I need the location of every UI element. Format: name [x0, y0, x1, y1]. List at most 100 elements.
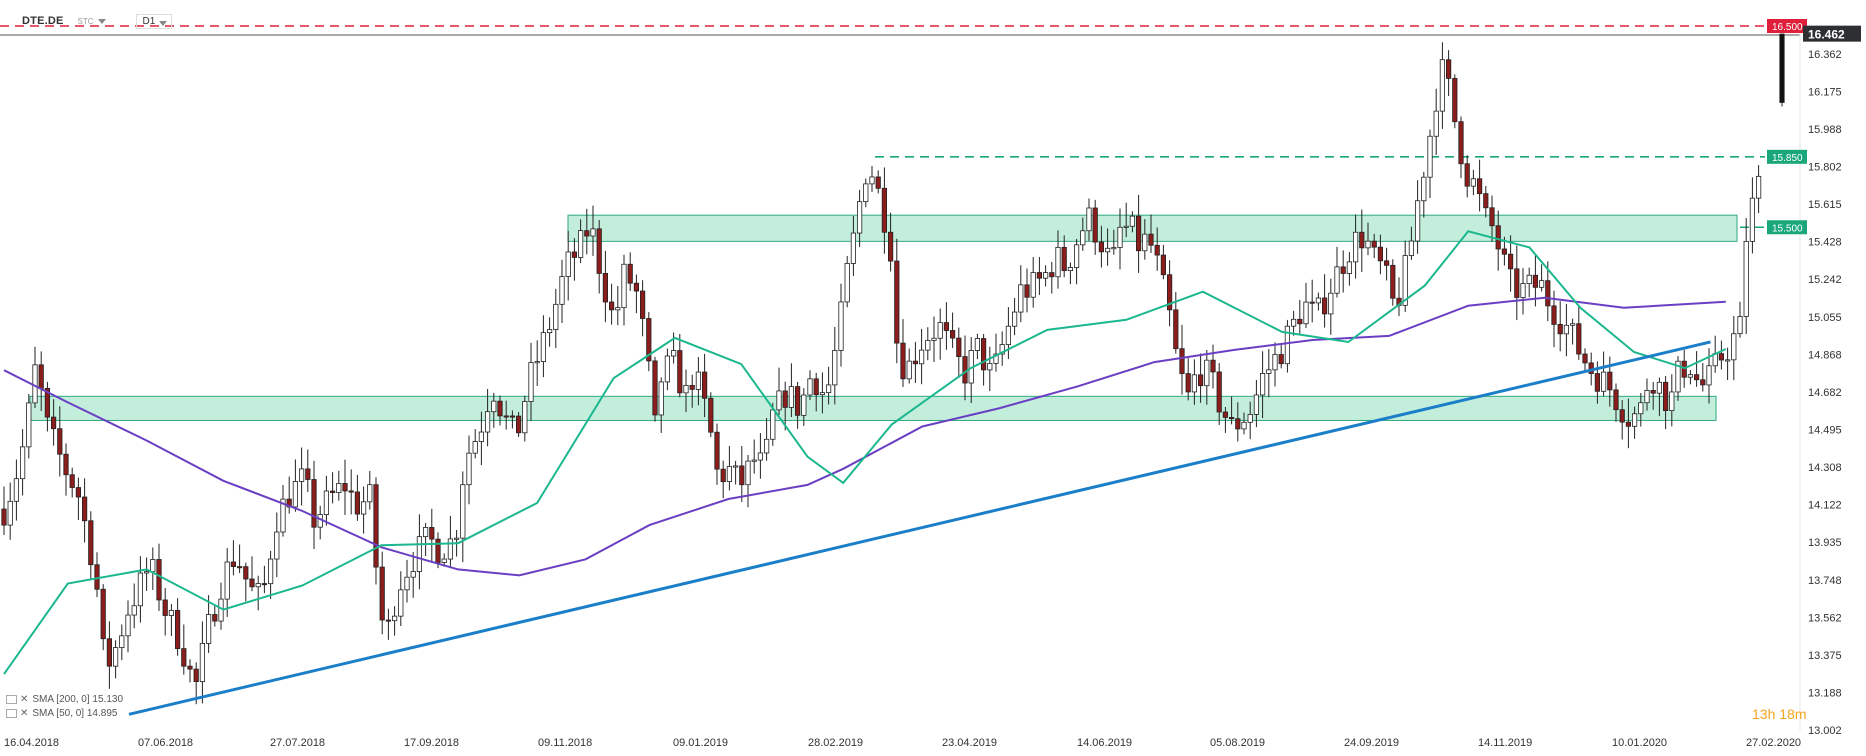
candle — [168, 609, 174, 616]
candle — [1179, 348, 1185, 374]
candle — [1607, 371, 1613, 391]
candle — [664, 355, 671, 383]
candle — [82, 496, 88, 522]
candle — [1458, 121, 1464, 165]
candle — [999, 344, 1005, 355]
candle — [1570, 323, 1576, 326]
candle — [1743, 240, 1749, 317]
candle — [385, 619, 392, 622]
candle — [1384, 260, 1390, 266]
timeframe-select[interactable]: D1 — [135, 13, 173, 29]
candle — [602, 272, 609, 303]
timer-h: h — [1767, 706, 1776, 722]
close-icon[interactable]: ✕ — [20, 694, 29, 705]
candle — [888, 231, 894, 262]
candle — [1669, 391, 1675, 411]
candle — [720, 468, 726, 483]
candle — [1539, 280, 1545, 288]
candle — [658, 381, 664, 416]
close-icon[interactable]: ✕ — [20, 708, 29, 719]
candle — [1520, 283, 1526, 298]
x-tick-label: 10.01.2020 — [1612, 737, 1667, 749]
candle — [1284, 325, 1290, 365]
candle — [925, 340, 931, 351]
candle — [75, 487, 81, 498]
candle — [484, 411, 491, 433]
candle — [962, 356, 968, 384]
x-tick-label: 09.01.2019 — [673, 737, 728, 749]
candle — [113, 647, 119, 667]
candle — [1756, 175, 1762, 199]
candle — [1656, 381, 1662, 394]
candle — [956, 337, 962, 357]
y-tick-label: 14.868 — [1808, 349, 1842, 361]
candle — [596, 228, 602, 274]
candle — [1229, 417, 1235, 420]
candle — [516, 415, 522, 434]
candle — [1055, 246, 1061, 278]
candle — [1266, 369, 1272, 374]
candle — [695, 371, 702, 390]
candle — [931, 337, 937, 341]
candle — [1551, 305, 1557, 325]
candle — [1694, 374, 1700, 381]
candle — [702, 371, 708, 399]
x-tick-label: 07.06.2018 — [138, 737, 193, 749]
candle — [503, 415, 509, 418]
candle — [640, 290, 646, 319]
candle — [199, 642, 205, 682]
candle — [267, 558, 274, 585]
candle — [1346, 261, 1352, 274]
candle — [590, 228, 596, 237]
candle — [230, 561, 236, 567]
candle — [1204, 359, 1210, 387]
x-tick-label: 27.07.2018 — [270, 737, 325, 749]
sma-toggle-icon[interactable] — [6, 695, 17, 704]
candle — [850, 232, 857, 264]
candle — [1576, 323, 1582, 355]
candle — [472, 441, 478, 454]
candle — [1594, 373, 1600, 392]
candle — [819, 392, 826, 396]
candle — [1291, 318, 1297, 327]
candle — [1377, 246, 1383, 262]
y-tick-label: 13.748 — [1808, 575, 1842, 587]
candle — [137, 572, 143, 607]
candle — [1105, 247, 1111, 253]
candle — [869, 176, 875, 185]
y-tick-label: 15.615 — [1808, 199, 1842, 211]
candle — [1260, 372, 1266, 396]
symbol-label[interactable]: DTE.DE — [22, 15, 64, 27]
symbol-dropdown-icon[interactable] — [97, 18, 106, 24]
x-tick-label: 09.11.2018 — [538, 737, 592, 749]
timer-hours: 13 — [1752, 706, 1768, 722]
support-zone — [29, 395, 1717, 421]
y-tick-label: 13.375 — [1808, 650, 1842, 662]
candle — [280, 498, 286, 533]
candle — [187, 665, 193, 670]
x-tick-label: 14.06.2019 — [1077, 737, 1132, 749]
candle — [906, 360, 912, 380]
candle — [1123, 225, 1129, 228]
sma-toggle-icon[interactable] — [6, 709, 17, 718]
candle — [937, 322, 943, 339]
candle — [391, 615, 398, 622]
candle — [44, 387, 51, 418]
candle — [987, 363, 993, 371]
level-tag — [1767, 149, 1807, 164]
candle — [813, 378, 819, 396]
candle — [1483, 193, 1489, 209]
candle — [150, 559, 156, 573]
timer-minutes: 18 — [1779, 706, 1795, 722]
candle — [1049, 272, 1055, 278]
candle — [1117, 226, 1123, 248]
candle — [261, 583, 268, 586]
y-tick-label: 14.122 — [1808, 500, 1842, 512]
y-tick-label: 15.055 — [1808, 312, 1842, 324]
candle — [633, 282, 640, 292]
candle — [770, 409, 776, 440]
candle — [844, 262, 850, 303]
candle — [1644, 390, 1650, 404]
